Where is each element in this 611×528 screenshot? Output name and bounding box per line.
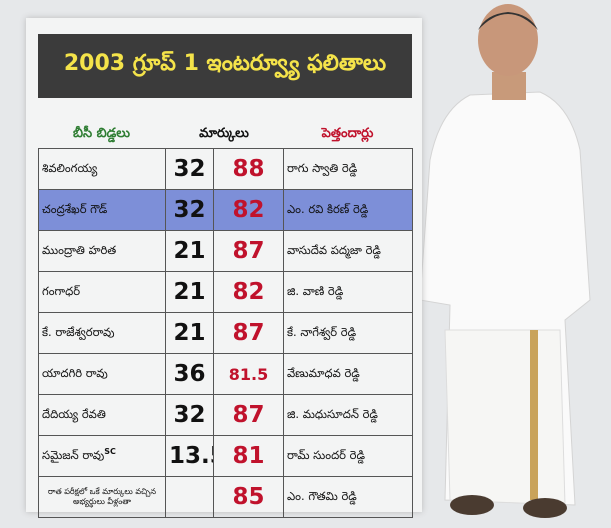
header-oc: పెత్తందార్లు	[321, 126, 374, 141]
oc-marks: 87	[213, 230, 284, 272]
table-row: దేదియ్య రేవతి 32 87 జి. మధుసూదన్ రెడ్డి	[38, 394, 413, 436]
bc-name: చంద్రశేఖర్ గౌడ్	[38, 189, 166, 231]
table-row: శివలింగయ్య 32 88 రాగు స్వాతి రెడ్డి	[38, 148, 413, 190]
oc-name: ఎం. రవి కిరణ్ రెడ్డి	[283, 189, 413, 231]
bc-name: రాత పరీక్షలో ఒకే మార్కులు వచ్చిన అభ్యర్థ…	[38, 476, 166, 518]
table-row: గంగాధర్ 21 82 జి. వాణి రెడ్డి	[38, 271, 413, 313]
oc-name: రాగు స్వాతి రెడ్డి	[283, 148, 413, 190]
oc-name: ఎం. గౌతమి రెడ్డి	[283, 476, 413, 518]
table-row: ముంద్రాతి హరిత 21 87 వాసుదేవ పద్మజా రెడ్డి	[38, 230, 413, 272]
title: 2003 గ్రూప్ 1 ఇంటర్వ్యూ ఫలితాలు	[38, 34, 412, 98]
table-row: కే. రాజేశ్వరరావు 21 87 కే. నాగేశ్వర్ రెడ్డి	[38, 312, 413, 354]
bc-name: శివలింగయ్య	[38, 148, 166, 190]
oc-marks: 82	[213, 189, 284, 231]
oc-marks: 81	[213, 435, 284, 477]
oc-marks: 81.5	[213, 353, 284, 395]
bc-marks: 32	[165, 394, 214, 436]
results-panel: 2003 గ్రూప్ 1 ఇంటర్వ్యూ ఫలితాలు బీసీ బిడ…	[26, 18, 422, 518]
header-marks: మార్కులు	[199, 126, 249, 141]
oc-marks: 88	[213, 148, 284, 190]
oc-marks: 82	[213, 271, 284, 313]
bc-name: సమైజన్ రావుSC	[38, 435, 166, 477]
bc-marks: 21	[165, 271, 214, 313]
oc-name: కే. నాగేశ్వర్ రెడ్డి	[283, 312, 413, 354]
table-header: బీసీ బిడ్డలు మార్కులు పెత్తందార్లు	[38, 126, 412, 146]
oc-name: వాసుదేవ పద్మజా రెడ్డి	[283, 230, 413, 272]
oc-name: వేణుమాధవ రెడ్డి	[283, 353, 413, 395]
bc-name: యాదగిరి రావు	[38, 353, 166, 395]
bc-marks: 32	[165, 148, 214, 190]
bc-name: కే. రాజేశ్వరరావు	[38, 312, 166, 354]
oc-name: జి. వాణి రెడ్డి	[283, 271, 413, 313]
bc-marks: 36	[165, 353, 214, 395]
caste-tag: SC	[104, 447, 116, 457]
oc-name: రామ్ సుందర్ రెడ్డి	[283, 435, 413, 477]
bc-marks: 21	[165, 230, 214, 272]
oc-marks: 87	[213, 312, 284, 354]
results-table: శివలింగయ్య 32 88 రాగు స్వాతి రెడ్డి చంద్రశేఖ…	[38, 148, 413, 518]
table-row: చంద్రశేఖర్ గౌడ్ 32 82 ఎం. రవి కిరణ్ రెడ్డి	[38, 189, 413, 231]
header-bc: బీసీ బిడ్డలు	[72, 126, 131, 141]
bc-marks: 21	[165, 312, 214, 354]
bc-marks: 13.5	[165, 435, 214, 477]
bc-name: ముంద్రాతి హరిత	[38, 230, 166, 272]
bc-name: దేదియ్య రేవతి	[38, 394, 166, 436]
table-row: రాత పరీక్షలో ఒకే మార్కులు వచ్చిన అభ్యర్థ…	[38, 476, 413, 518]
bc-marks: 32	[165, 189, 214, 231]
table-row: యాదగిరి రావు 36 81.5 వేణుమాధవ రెడ్డి	[38, 353, 413, 395]
bc-name: గంగాధర్	[38, 271, 166, 313]
oc-marks: 85	[213, 476, 284, 518]
oc-marks: 87	[213, 394, 284, 436]
oc-name: జి. మధుసూదన్ రెడ్డి	[283, 394, 413, 436]
empty-cell	[165, 476, 214, 518]
